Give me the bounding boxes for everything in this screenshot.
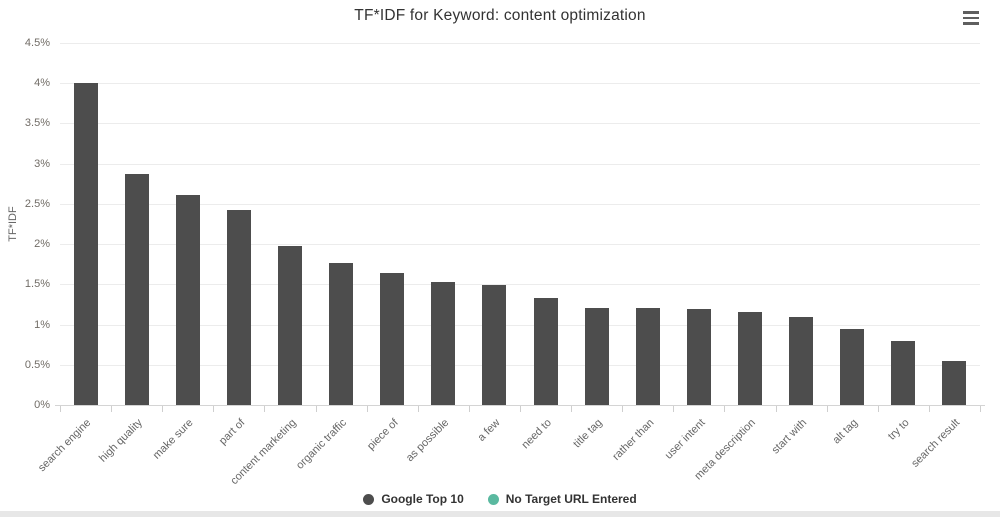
page-bottom-edge — [0, 511, 1000, 517]
legend-label: Google Top 10 — [381, 492, 464, 506]
y-axis-tick-label: 2.5% — [24, 197, 50, 210]
y-gridline — [60, 163, 980, 165]
y-axis-tick-label: 1% — [34, 318, 50, 331]
y-axis-tick-label: 4.5% — [24, 37, 50, 49]
x-axis-category-label: rather than — [609, 416, 657, 463]
x-axis-tick — [571, 406, 573, 412]
bar-try-to[interactable] — [891, 341, 916, 405]
bar-organic-traffic[interactable] — [329, 263, 354, 405]
x-axis-category-label: title tag — [571, 416, 605, 451]
hamburger-menu-icon — [963, 16, 979, 20]
bar-content-marketing[interactable] — [278, 245, 302, 405]
legend-marker-icon — [487, 493, 499, 505]
y-gridline — [60, 364, 980, 366]
x-axis-tick — [162, 406, 164, 412]
x-axis-category-label: user intent — [662, 416, 708, 462]
y-axis-tick-label: 3.5% — [24, 117, 50, 130]
y-gridline — [60, 43, 980, 44]
x-axis-tick — [111, 406, 113, 412]
y-gridline — [60, 244, 980, 246]
y-gridline — [60, 203, 980, 205]
hamburger-menu-icon — [963, 22, 979, 25]
bar-user-intent[interactable] — [686, 309, 711, 405]
x-axis-category-label: as possible — [404, 416, 452, 465]
hamburger-menu-icon — [963, 11, 979, 14]
y-axis-title: TF*IDF — [7, 206, 19, 242]
x-axis-tick — [775, 406, 777, 412]
x-axis-category-label: need to — [519, 416, 554, 452]
bar-search-result[interactable] — [942, 360, 967, 405]
y-axis-tick-label: 2% — [34, 238, 50, 251]
bar-need-to[interactable] — [533, 298, 558, 405]
x-axis-tick — [622, 406, 624, 412]
x-axis-tick — [520, 406, 521, 412]
bar-piece-of[interactable] — [380, 273, 405, 405]
x-axis-tick — [264, 406, 266, 412]
chart-legend: Google Top 10 No Target URL Entered — [0, 492, 1000, 506]
x-axis-tick — [980, 406, 981, 412]
legend-label: No Target URL Entered — [505, 492, 637, 506]
x-axis-tick — [826, 406, 828, 412]
y-axis-tick-label: 4% — [34, 77, 50, 90]
x-axis-tick — [366, 406, 368, 412]
x-axis-tick — [928, 406, 930, 412]
x-axis-category-label: part of — [216, 416, 248, 448]
bar-alt-tag[interactable] — [840, 328, 865, 405]
bar-start-with[interactable] — [789, 317, 814, 405]
bar-rather-than[interactable] — [635, 307, 660, 405]
legend-item-google-top-10[interactable]: Google Top 10 — [363, 492, 464, 506]
x-axis-tick — [315, 406, 317, 412]
bar-search-engine[interactable] — [73, 83, 98, 405]
x-axis-tick — [724, 406, 726, 412]
y-gridline — [60, 324, 980, 326]
x-axis-category-label: try to — [885, 416, 912, 443]
y-gridline — [60, 284, 980, 286]
y-gridline — [60, 123, 980, 125]
legend-marker-icon — [363, 493, 375, 505]
x-axis-category-label: start with — [769, 416, 810, 457]
x-axis-category-label: alt tag — [830, 416, 861, 447]
bar-a-few[interactable] — [482, 285, 507, 405]
bar-meta-description[interactable] — [738, 311, 762, 405]
chart-context-menu-button[interactable] — [958, 6, 984, 30]
x-axis-tick — [60, 406, 61, 412]
chart-title: TF*IDF for Keyword: content optimization — [354, 7, 646, 24]
x-axis-tick — [417, 406, 419, 412]
bar-high-quality[interactable] — [124, 174, 149, 405]
x-axis-tick — [877, 406, 879, 412]
x-axis-line — [55, 405, 985, 406]
legend-item-no-target-url-entered[interactable]: No Target URL Entered — [487, 492, 637, 506]
x-axis-category-label: high quality — [97, 416, 145, 465]
x-axis-category-label: search result — [909, 416, 963, 470]
y-axis-tick-label: 0% — [34, 399, 50, 411]
bar-title-tag[interactable] — [584, 307, 609, 405]
bar-part-of[interactable] — [226, 209, 251, 405]
x-axis-category-label: make sure — [151, 416, 197, 462]
x-axis-tick — [468, 406, 470, 412]
x-axis-tick — [213, 406, 215, 412]
x-axis-category-label: search engine — [36, 416, 94, 475]
bar-as-possible[interactable] — [431, 281, 456, 405]
y-gridline — [60, 83, 980, 85]
x-axis-category-label: a few — [475, 416, 503, 444]
x-axis-category-label: organic traffic — [294, 416, 350, 472]
x-axis-category-label: piece of — [364, 416, 401, 453]
x-axis-tick — [673, 406, 675, 412]
y-axis-tick-label: 3% — [34, 157, 50, 170]
bar-make-sure[interactable] — [175, 195, 200, 405]
y-axis-tick-label: 0.5% — [24, 358, 50, 371]
y-axis-tick-label: 1.5% — [24, 278, 50, 291]
